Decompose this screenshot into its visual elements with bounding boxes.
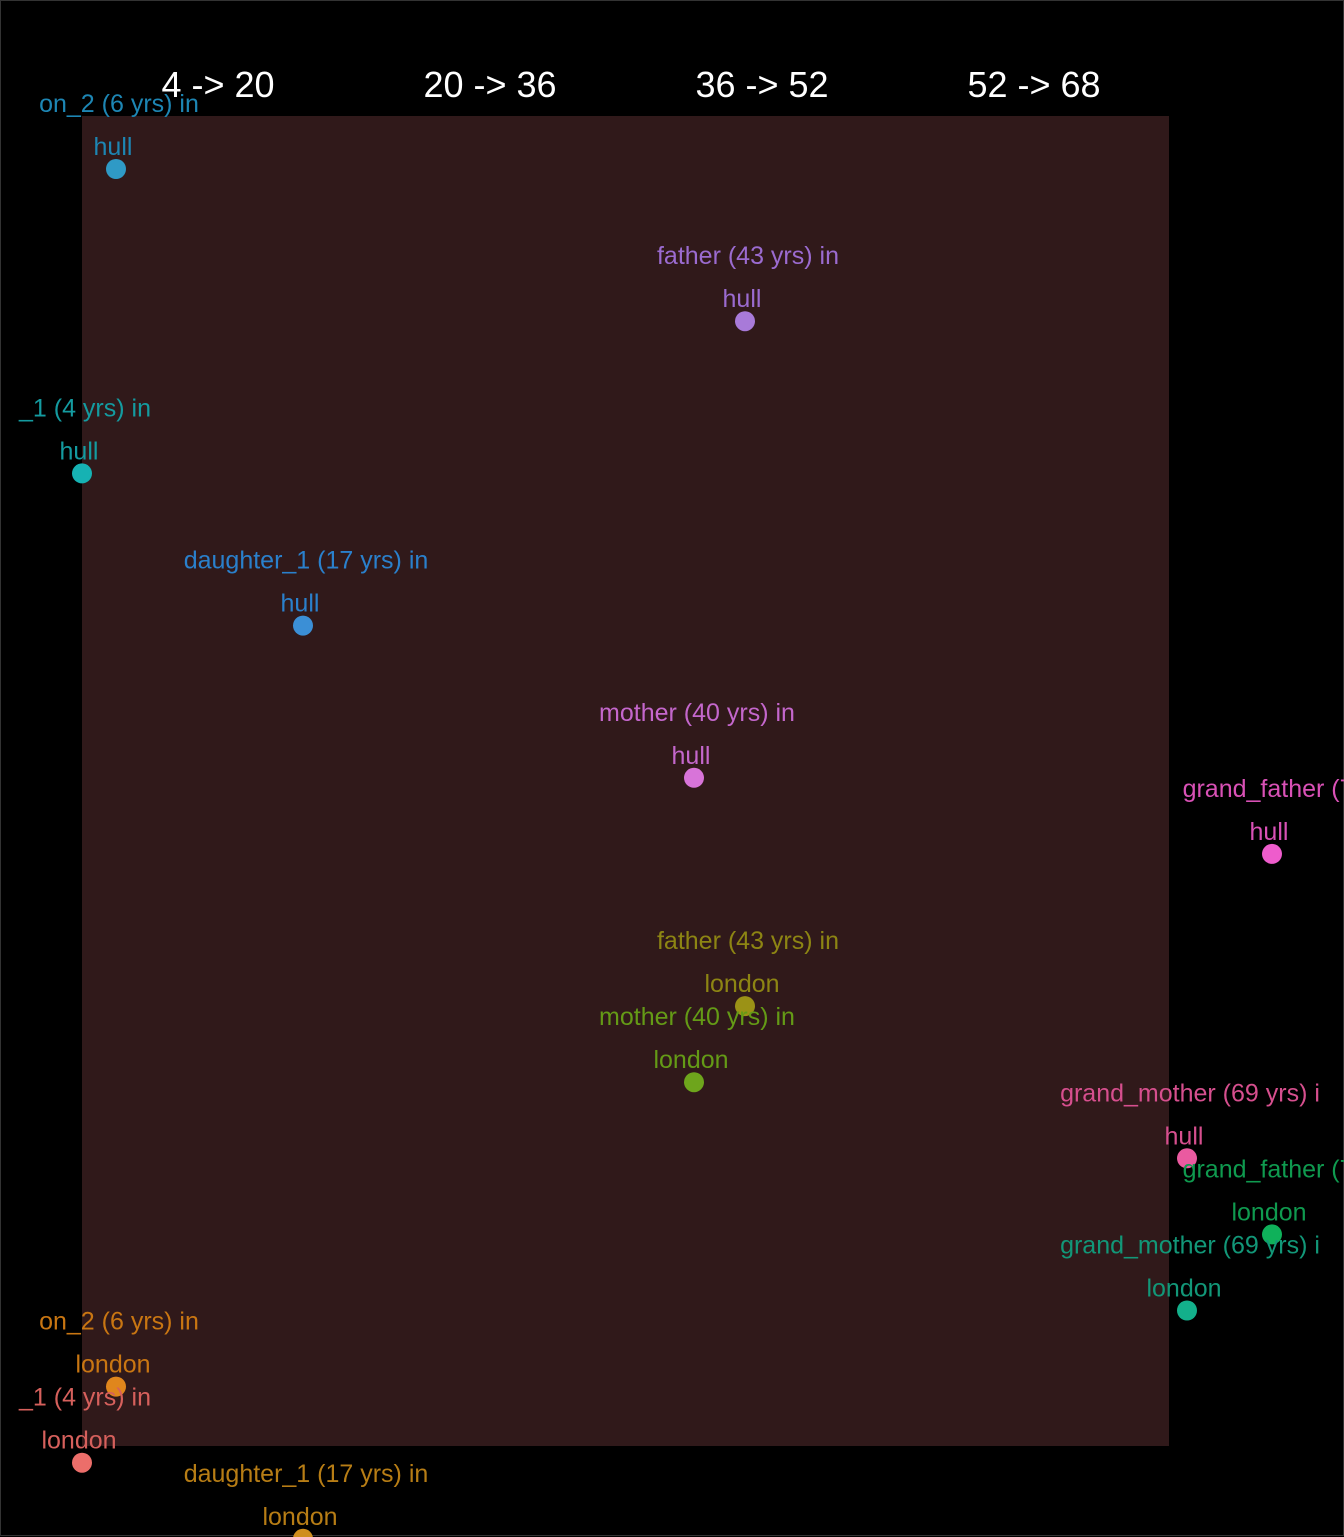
data-point xyxy=(72,463,92,484)
data-point-group: _1 (4 yrs) in hull xyxy=(18,394,151,484)
data-point-group: mother (40 yrs) in hull xyxy=(599,699,795,788)
point-label: grand_mother (69 yrs) i xyxy=(1060,1079,1320,1107)
x-tick-label: 36 -> 52 xyxy=(695,64,828,105)
data-point xyxy=(684,767,704,788)
x-tick-label: 52 -> 68 xyxy=(967,64,1100,105)
data-point xyxy=(1177,1148,1197,1169)
data-point xyxy=(106,1376,126,1397)
point-place-label: hull xyxy=(60,437,99,465)
data-point xyxy=(1177,1300,1197,1321)
point-place-label: london xyxy=(1146,1275,1221,1303)
data-point-group: mother (40 yrs) in london xyxy=(599,1003,795,1093)
point-place-label: hull xyxy=(723,285,762,313)
point-label: on_2 (6 yrs) in xyxy=(39,90,199,118)
point-place-label: london xyxy=(41,1427,116,1455)
data-point-group: grand_father (74 hull xyxy=(1183,775,1344,864)
x-tick-labels: 4 -> 20 20 -> 36 36 -> 52 52 -> 68 xyxy=(161,64,1100,105)
data-point xyxy=(106,159,126,179)
point-place-label: hull xyxy=(1250,818,1289,846)
data-point xyxy=(1262,843,1282,864)
point-place-label: london xyxy=(1231,1198,1306,1226)
data-point xyxy=(1262,1224,1282,1245)
point-place-label: london xyxy=(653,1046,728,1074)
point-label: father (43 yrs) in xyxy=(657,927,839,955)
data-point-group: father (43 yrs) in london xyxy=(657,927,839,1017)
data-point-group: grand_father (74 london xyxy=(1183,1155,1344,1245)
point-place-label: hull xyxy=(94,133,133,161)
point-place-label: hull xyxy=(1165,1122,1204,1150)
data-point-group: on_2 (6 yrs) in hull xyxy=(39,90,199,179)
point-label: on_2 (6 yrs) in xyxy=(39,1308,199,1336)
data-point-group: grand_mother (69 yrs) i hull xyxy=(1060,1079,1320,1169)
point-place-label: london xyxy=(75,1351,150,1379)
point-label: mother (40 yrs) in xyxy=(599,699,795,727)
data-point xyxy=(684,1072,704,1093)
point-label: grand_mother (69 yrs) i xyxy=(1060,1232,1320,1260)
point-place-label: hull xyxy=(281,590,320,618)
point-label: daughter_1 (17 yrs) in xyxy=(184,547,429,575)
data-points: on_2 (6 yrs) in hull father (43 yrs) in hul… xyxy=(18,90,1344,1537)
data-point xyxy=(72,1452,92,1473)
point-label: _1 (4 yrs) in xyxy=(18,1384,151,1412)
point-label: _1 (4 yrs) in xyxy=(18,394,151,422)
point-label: grand_father (74 xyxy=(1183,1155,1344,1183)
data-point-group: _1 (4 yrs) in london xyxy=(18,1384,151,1473)
plot-panel xyxy=(82,116,1169,1446)
data-point-group: daughter_1 (17 yrs) in hull xyxy=(184,547,429,636)
data-point xyxy=(735,996,755,1017)
data-point-group: on_2 (6 yrs) in london xyxy=(39,1308,199,1397)
point-place-label: london xyxy=(262,1503,337,1531)
x-tick-label: 20 -> 36 xyxy=(423,64,556,105)
point-place-label: hull xyxy=(672,742,711,770)
data-point xyxy=(735,311,755,332)
data-point-group: father (43 yrs) in hull xyxy=(657,242,839,332)
point-label: grand_father (74 xyxy=(1183,775,1344,803)
point-label: father (43 yrs) in xyxy=(657,242,839,270)
point-label: mother (40 yrs) in xyxy=(599,1003,795,1031)
data-point-group: daughter_1 (17 yrs) in london xyxy=(184,1460,429,1537)
data-point xyxy=(293,615,313,636)
point-place-label: london xyxy=(704,970,779,998)
data-point-group: grand_mother (69 yrs) i london xyxy=(1060,1232,1320,1321)
x-tick-label: 4 -> 20 xyxy=(161,64,274,105)
point-label: daughter_1 (17 yrs) in xyxy=(184,1460,429,1488)
data-point xyxy=(293,1528,313,1537)
